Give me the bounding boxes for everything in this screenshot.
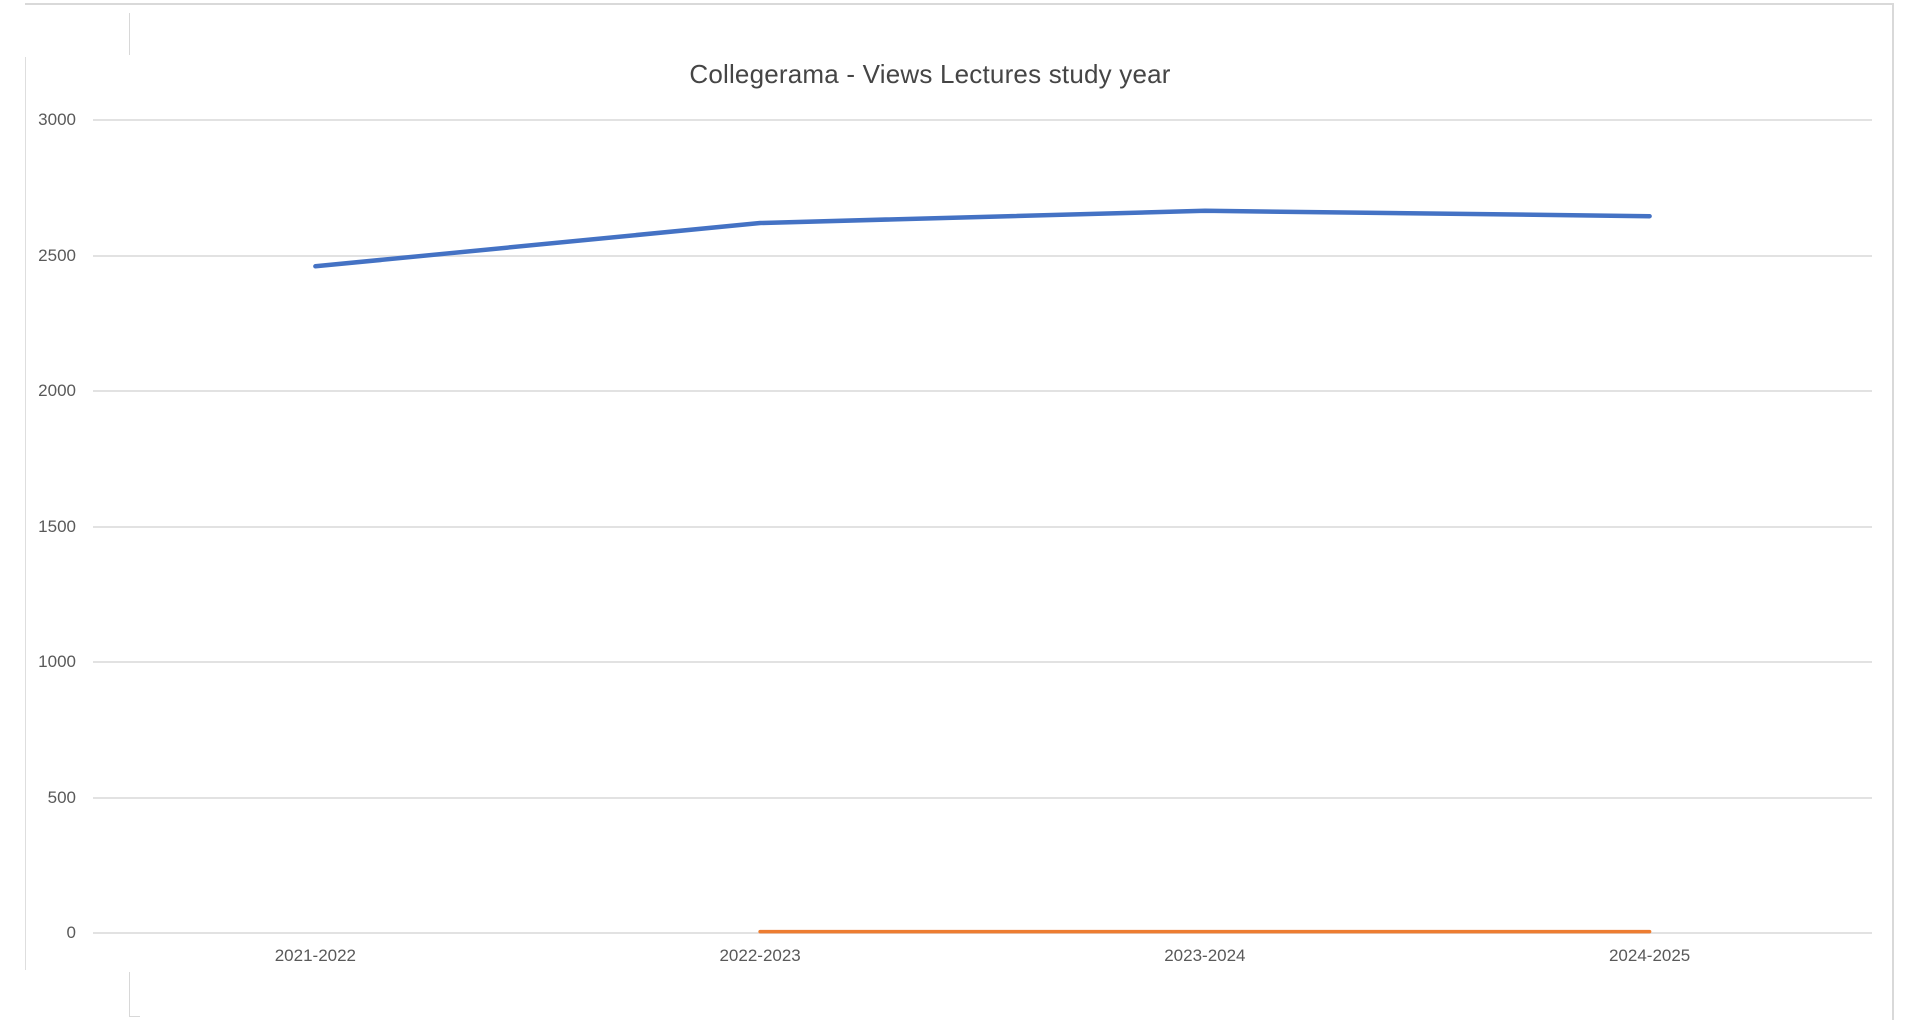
page-edge-bottom-segment xyxy=(129,972,130,1017)
y-tick-label-3000: 3000 xyxy=(38,110,76,129)
x-tick-label-2021-2022: 2021-2022 xyxy=(274,946,357,965)
blue-series-line xyxy=(313,208,1652,269)
page-edge-bottom-corner xyxy=(129,1016,140,1017)
page-edge-top-segment xyxy=(129,13,130,55)
y-tick-label-1500: 1500 xyxy=(38,516,76,536)
chart-frame-top-border xyxy=(25,3,1894,5)
x-tick-label-2024-2025: 2024-2025 xyxy=(1608,946,1691,965)
y-tick-label-0: 0 xyxy=(66,923,76,942)
chart-title: Collegerama - Views Lectures study year xyxy=(689,59,1171,89)
y-tick-label-1000: 1000 xyxy=(38,652,76,671)
gridline-2000 xyxy=(93,390,1872,392)
gridline-3000 xyxy=(93,119,1872,121)
chart-frame-right-border xyxy=(1892,3,1894,1020)
gridline-2500 xyxy=(93,254,1872,257)
y-tick-label-500: 500 xyxy=(47,787,76,807)
gridline-500 xyxy=(93,796,1872,799)
x-tick-label-2023-2024: 2023-2024 xyxy=(1164,946,1246,965)
chart-frame-left-border xyxy=(25,57,26,970)
y-tick-label-2000: 2000 xyxy=(38,381,76,400)
x-tick-label-2022-2023: 2022-2023 xyxy=(719,946,801,965)
gridline-1500 xyxy=(93,525,1872,528)
gridline-1000 xyxy=(93,661,1872,663)
y-tick-label-2500: 2500 xyxy=(38,245,76,265)
